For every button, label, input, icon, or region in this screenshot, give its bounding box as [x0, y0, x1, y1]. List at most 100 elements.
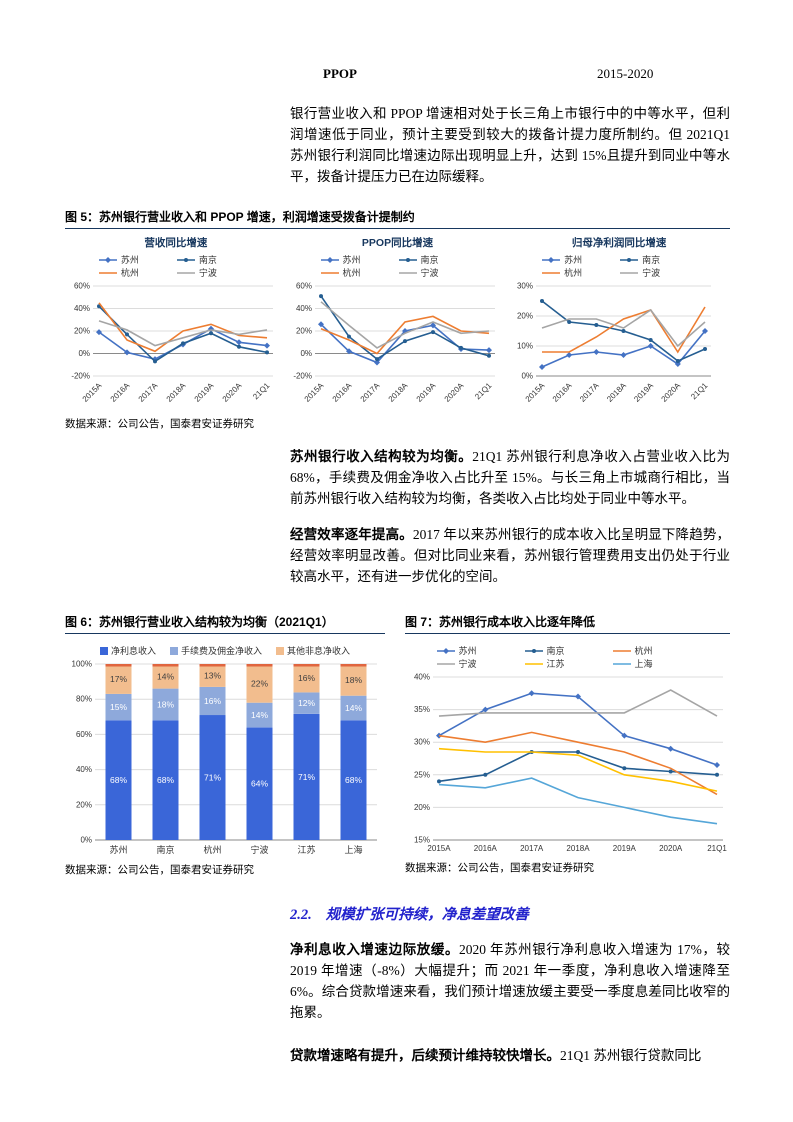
- svg-text:71%: 71%: [204, 773, 221, 783]
- legend-item: 杭州: [541, 266, 619, 279]
- svg-text:60%: 60%: [74, 282, 90, 291]
- svg-text:21Q1: 21Q1: [707, 844, 727, 853]
- svg-text:60%: 60%: [296, 282, 312, 291]
- legend-label: 苏州: [458, 646, 477, 656]
- legend-swatch: [398, 257, 417, 262]
- legend-item: 宁波: [436, 657, 524, 670]
- svg-text:2015A: 2015A: [302, 381, 325, 404]
- legend-label: 苏州: [120, 255, 139, 265]
- section-title: 规模扩张可持续，净息差望改善: [325, 907, 529, 923]
- legend-label: 宁波: [420, 268, 439, 278]
- paragraph-5-text: 21Q1 苏州银行贷款同比: [560, 1048, 702, 1063]
- legend-item: 苏州: [320, 253, 398, 266]
- figure5-charts-row: 营收同比增速 苏州 南京 杭州 宁波 60% 40% 20% 0% -20% 2015A 2016A 2…: [65, 235, 730, 412]
- svg-text:15%: 15%: [414, 836, 430, 845]
- svg-text:17%: 17%: [110, 674, 127, 684]
- figure5-source: 数据来源：公司公告，国泰君安证券研究: [65, 419, 254, 430]
- svg-text:40%: 40%: [74, 304, 90, 313]
- paragraph-2-lead: 苏州银行收入结构较为均衡。: [290, 449, 473, 464]
- legend-item: 南京: [176, 253, 254, 266]
- legend-item: 南京: [398, 253, 476, 266]
- svg-text:杭州: 杭州: [203, 844, 221, 855]
- svg-text:68%: 68%: [110, 775, 127, 785]
- paragraph-2-text: 21Q1 苏州银行利息净收入占营业收入比为 68%，手续费及佣金净收入占比升至 …: [290, 449, 730, 506]
- top-fragment-range: 2015-2020: [597, 66, 654, 81]
- svg-text:14%: 14%: [345, 703, 362, 713]
- svg-text:18%: 18%: [345, 675, 362, 685]
- legend-item: 宁波: [398, 266, 476, 279]
- figure6-column: 图 6：苏州银行营业收入结构较为均衡（2021Q1） 净利息收入 手续费及佣金净收…: [65, 613, 385, 877]
- svg-text:2017A: 2017A: [520, 844, 544, 853]
- legend-swatch: [276, 646, 284, 655]
- legend-label: 杭州: [634, 646, 653, 656]
- legend-label: 杭州: [120, 268, 139, 278]
- chart-title: PPOP同比增速: [361, 237, 434, 249]
- figure6-caption: 图 6：苏州银行营业收入结构较为均衡（2021Q1）: [65, 613, 385, 634]
- paragraph-3-text: 2017 年以来苏州银行的成本收入比呈明显下降趋势，经营效率明显改善。但对比同业…: [290, 527, 731, 584]
- line-chart-canvas: 30% 20% 10% 0%2015A 2016A 2017A 2018A 2019A 2020…: [517, 282, 712, 404]
- svg-text:16%: 16%: [204, 696, 221, 706]
- svg-text:2019A: 2019A: [633, 381, 656, 404]
- svg-text:15%: 15%: [110, 702, 127, 712]
- legend-swatch: [176, 257, 195, 262]
- svg-text:2017A: 2017A: [578, 381, 601, 404]
- legend-label: 杭州: [342, 268, 361, 278]
- svg-text:100%: 100%: [72, 660, 92, 669]
- chart-legend: 苏州 南京 杭州 宁波 江苏 上海: [405, 644, 730, 670]
- svg-text:2015A: 2015A: [427, 844, 451, 853]
- svg-text:20%: 20%: [517, 312, 533, 321]
- svg-text:30%: 30%: [517, 282, 533, 291]
- svg-text:25%: 25%: [414, 770, 430, 779]
- legend-label: 宁波: [198, 268, 217, 278]
- legend-label: 手续费及佣金净收入: [180, 646, 262, 656]
- legend-swatch: [620, 257, 639, 262]
- svg-text:21Q1: 21Q1: [690, 381, 711, 402]
- svg-text:0%: 0%: [300, 349, 312, 358]
- section-number: 2.2.: [290, 907, 312, 923]
- line-chart-canvas: 60% 40% 20% 0% -20%2015A 2016A 2017A 2018A 2019A…: [293, 282, 495, 404]
- legend-label: 杭州: [564, 268, 583, 278]
- line-chart-canvas: 60% 40% 20% 0% -20%2015A 2016A 2017A 2018A 2019A…: [71, 282, 273, 404]
- legend-item: 南京: [619, 253, 697, 266]
- legend-swatch: [542, 271, 561, 274]
- legend-label: 南京: [642, 255, 661, 265]
- svg-text:2015A: 2015A: [81, 381, 104, 404]
- paragraph-5-lead: 贷款增速略有提升，后续预计维持较快增长。: [290, 1048, 560, 1063]
- svg-text:80%: 80%: [76, 695, 92, 704]
- svg-text:21Q1: 21Q1: [473, 381, 494, 402]
- svg-text:2017A: 2017A: [358, 381, 381, 404]
- svg-text:21Q1: 21Q1: [251, 381, 272, 402]
- svg-text:2017A: 2017A: [137, 381, 160, 404]
- figure7-caption: 图 7：苏州银行成本收入比逐年降低: [405, 613, 730, 634]
- legend-item: 南京: [524, 644, 612, 657]
- svg-text:20%: 20%: [296, 327, 312, 336]
- legend-swatch: [524, 648, 543, 653]
- svg-text:20%: 20%: [414, 803, 430, 812]
- legend-swatch: [320, 271, 339, 274]
- legend-swatch: [176, 271, 195, 274]
- svg-text:-20%: -20%: [71, 372, 90, 381]
- paragraph-4-text: 2020 年苏州银行净利息收入增速为 17%，较 2019 年增速（-8%）大幅…: [290, 942, 731, 1020]
- legend-label: 南京: [198, 255, 217, 265]
- svg-text:71%: 71%: [298, 772, 315, 782]
- svg-text:2020A: 2020A: [442, 381, 465, 404]
- legend-swatch: [542, 256, 561, 263]
- svg-text:35%: 35%: [414, 705, 430, 714]
- legend-swatch: [436, 662, 455, 665]
- paragraph-1: 银行营业收入和 PPOP 增速相对处于长三角上市银行中的中等水平，但利润增速低于…: [290, 103, 730, 187]
- legend-item: 江苏: [524, 657, 612, 670]
- legend-item: 苏州: [541, 253, 619, 266]
- svg-text:12%: 12%: [298, 698, 315, 708]
- svg-text:2016A: 2016A: [551, 381, 574, 404]
- legend-swatch: [98, 271, 117, 274]
- legend-item: 杭州: [98, 266, 176, 279]
- svg-text:2015A: 2015A: [524, 381, 547, 404]
- figure7-source: 数据来源：公司公告，国泰君安证券研究: [405, 863, 594, 874]
- chart-cost-income-ratio: 苏州 南京 杭州 宁波 江苏 上海 40% 35% 30% 25% 20% 15% 2015A 2016A…: [405, 642, 730, 856]
- figure7-column: 图 7：苏州银行成本收入比逐年降低 苏州 南京 杭州 宁波 江苏 上海 40% 35% 30% 2…: [405, 613, 730, 877]
- chart-title: 营收同比增速: [144, 237, 208, 249]
- page-top-fragment: PPOP 2015-2020: [65, 66, 730, 88]
- legend-item: 其他非息净收入: [276, 644, 350, 657]
- paragraph-4: 净利息收入增速边际放缓。2020 年苏州银行净利息收入增速为 17%，较 201…: [290, 939, 730, 1023]
- figure6-source: 数据来源：公司公告，国泰君安证券研究: [65, 865, 254, 876]
